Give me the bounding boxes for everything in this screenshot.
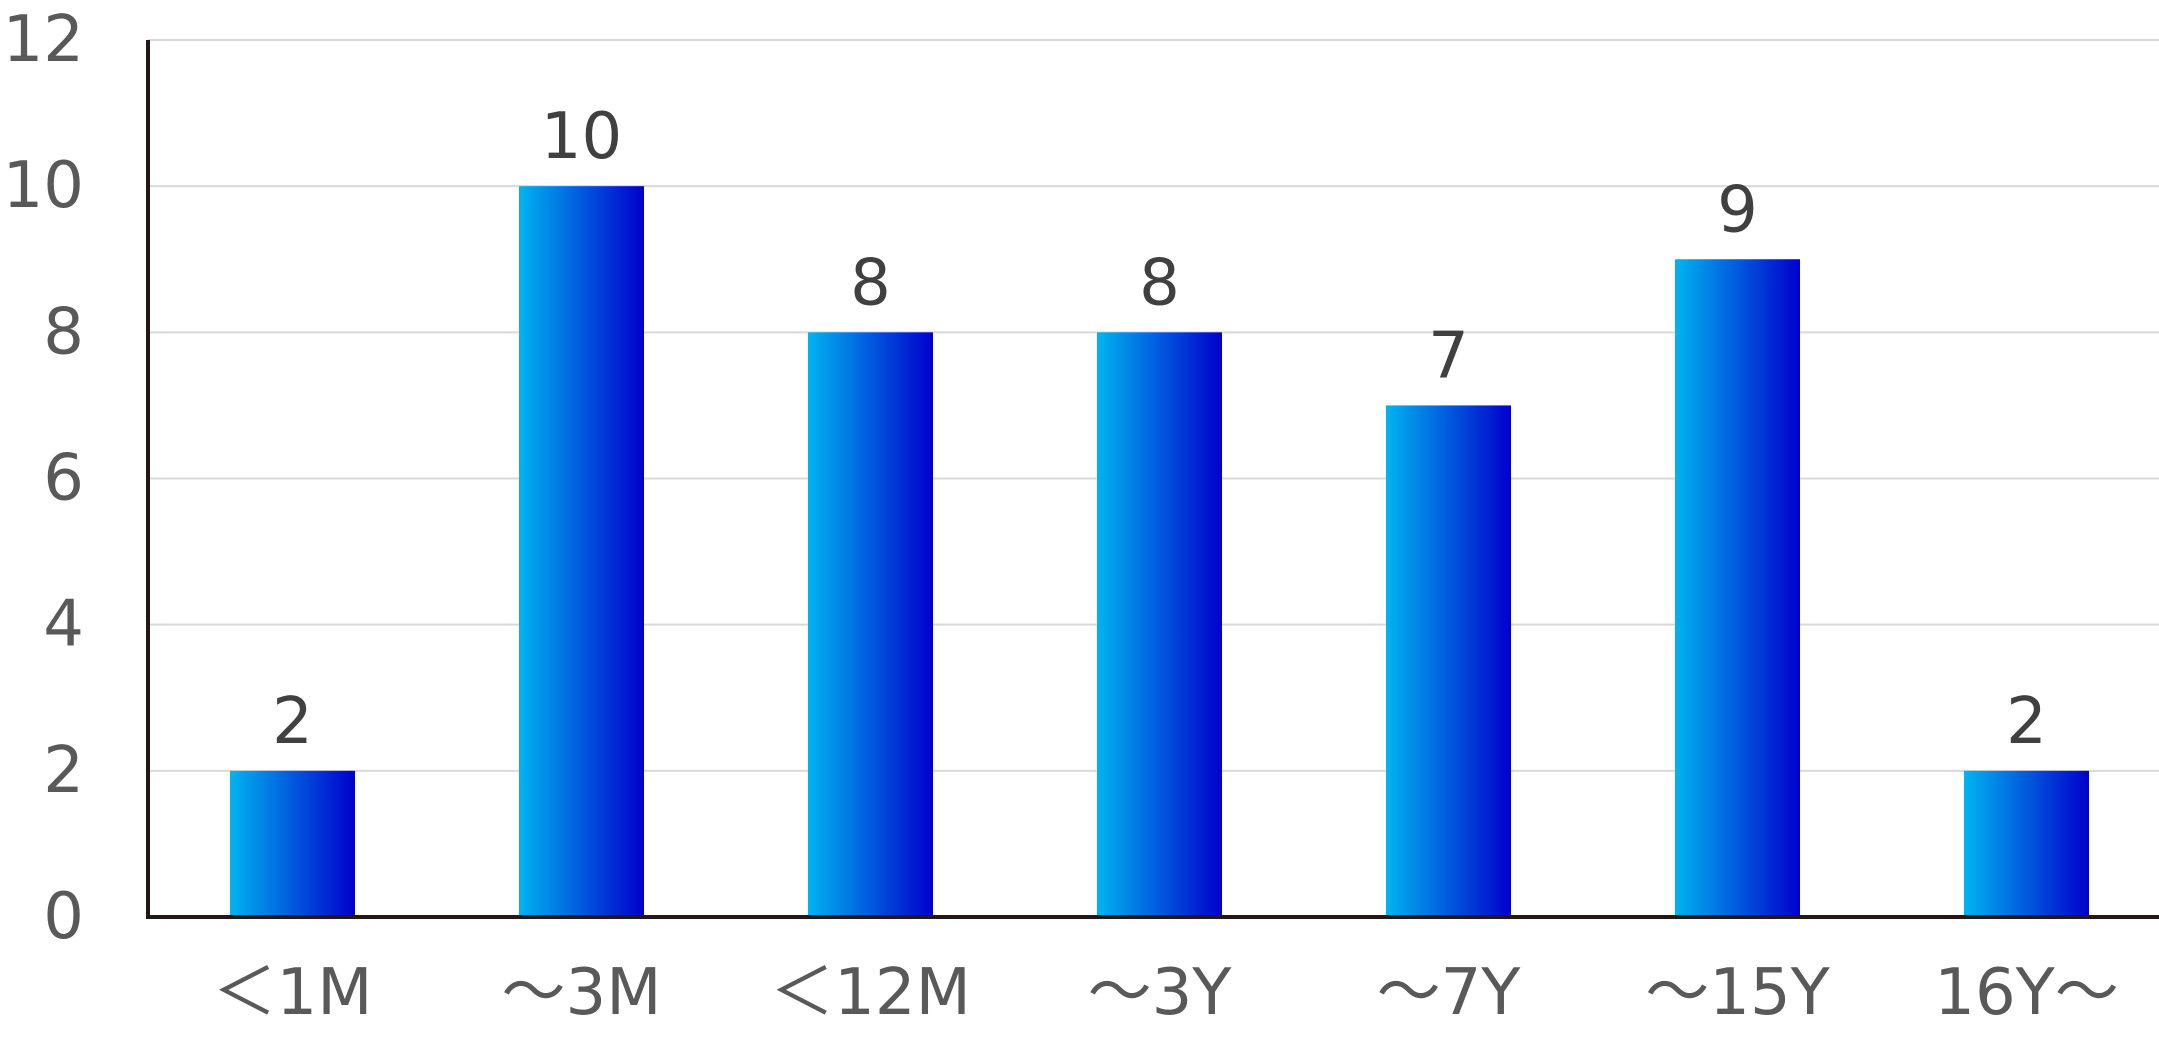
category-label-3: ～3Y — [1088, 956, 1233, 1030]
category-label-1: ～3M — [502, 956, 662, 1030]
bar-6 — [1964, 770, 2089, 917]
axes — [146, 40, 2159, 919]
data-label-6: 2 — [2006, 685, 2047, 759]
category-label-2: ＜12M — [770, 956, 971, 1030]
bar-2 — [808, 332, 933, 917]
data-labels: 2 10 8 8 7 9 2 — [272, 100, 2047, 759]
y-tick-label-0: 0 — [43, 880, 84, 954]
category-label-4: ～7Y — [1377, 956, 1522, 1030]
y-tick-label-8: 8 — [43, 295, 84, 369]
y-tick-label-6: 6 — [43, 442, 84, 516]
data-label-1: 10 — [541, 100, 622, 174]
y-axis-tick-labels: 0 2 4 6 8 10 12 — [3, 3, 84, 954]
data-label-4: 7 — [1428, 319, 1469, 393]
bar-1 — [519, 186, 644, 917]
x-axis-category-labels: ＜1M ～3M ＜12M ～3Y ～7Y ～15Y 16Y～ — [213, 956, 2119, 1030]
bar-3 — [1097, 332, 1222, 917]
bar-0 — [230, 770, 355, 917]
y-tick-label-12: 12 — [3, 3, 84, 77]
y-tick-label-4: 4 — [43, 588, 84, 662]
bars — [230, 186, 2089, 917]
y-tick-label-10: 10 — [3, 149, 84, 223]
data-label-2: 8 — [850, 246, 891, 320]
data-label-0: 2 — [272, 685, 313, 759]
data-label-5: 9 — [1717, 173, 1758, 247]
bar-5 — [1675, 259, 1800, 917]
category-label-6: 16Y～ — [1934, 956, 2119, 1030]
bar-4 — [1386, 405, 1511, 917]
y-tick-label-2: 2 — [43, 734, 84, 808]
category-label-0: ＜1M — [213, 956, 373, 1030]
category-label-5: ～15Y — [1645, 956, 1830, 1030]
data-label-3: 8 — [1139, 246, 1180, 320]
